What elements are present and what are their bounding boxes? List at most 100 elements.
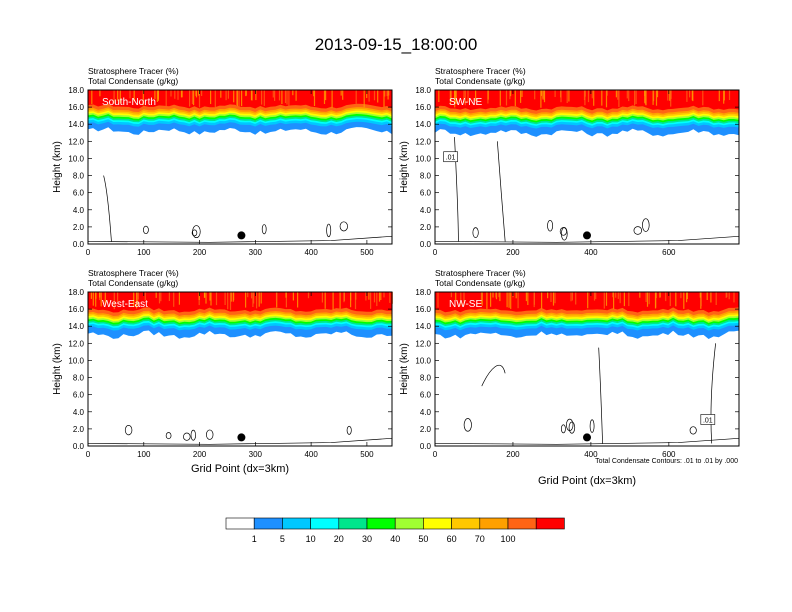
tracer-streak (455, 90, 457, 104)
tracer-streak (492, 292, 494, 298)
tracer-streak (495, 292, 498, 300)
colorbar-label: 70 (475, 534, 485, 544)
tracer-streak (136, 292, 138, 309)
tracer-streak (702, 90, 704, 106)
tracer-streak (618, 90, 620, 107)
tracer-streak (619, 292, 621, 304)
panel-title-line: Stratosphere Tracer (%) (435, 268, 526, 278)
tracer-streak (628, 90, 630, 102)
tracer-streak (480, 292, 482, 304)
tracer-streak (498, 292, 500, 298)
y-tick-label: 8.0 (73, 172, 85, 181)
contour-line (87, 235, 393, 243)
tracer-streak (201, 90, 203, 96)
panel-west-east: 0.0 2.0 4.0 6.0 8.0 10.0 12.0 14.0 16.0 18.0 0 100 2… (52, 268, 393, 475)
tracer-streak (274, 90, 276, 101)
tracer-streak (612, 292, 614, 298)
tracer-streak (718, 90, 720, 102)
contour-label: .01 (446, 155, 456, 162)
colorbar-label: 40 (390, 534, 400, 544)
tracer-streak (297, 292, 299, 308)
tracer-streak (129, 90, 131, 99)
tracer-streak (505, 90, 508, 106)
tracer-streak (281, 90, 283, 104)
tracer-streak (355, 90, 357, 104)
tracer-streak (615, 292, 617, 298)
panel-south-north: 0.0 2.0 4.0 6.0 8.0 10.0 12.0 14.0 16.0 18.0 0 100 2… (52, 66, 393, 257)
tracer-streak (255, 90, 257, 101)
contour-line (434, 235, 740, 243)
tracer-streak (591, 90, 593, 99)
tracer-streak (198, 90, 201, 108)
tracer-streak (170, 90, 172, 97)
tracer-streak (292, 292, 294, 301)
tracer-streak (113, 292, 115, 310)
panels-group: 0.0 2.0 4.0 6.0 8.0 10.0 12.0 14.0 16.0 18.0 0 100 2… (52, 66, 740, 487)
tracer-streak (137, 292, 139, 306)
tracer-streak (133, 90, 135, 102)
contour-line (87, 437, 393, 445)
contour-line (598, 347, 603, 444)
tracer-streak (323, 90, 326, 104)
tracer-streak (540, 90, 542, 108)
tracer-streak (595, 292, 597, 300)
panel-label: South-North (102, 97, 156, 108)
tracer-streak (236, 90, 238, 106)
tracer-streak (628, 292, 630, 307)
contour-line (434, 437, 740, 445)
tracer-streak (389, 292, 391, 303)
tracer-streak (635, 90, 637, 104)
tracer-streak (247, 292, 249, 298)
tracer-streak (680, 292, 682, 299)
tracer-streak (292, 90, 294, 96)
tracer-streak (178, 292, 180, 305)
tracer-streak (534, 90, 536, 100)
tracer-streak (117, 90, 119, 101)
tracer-streak (686, 292, 688, 300)
colorbar-box (535, 517, 565, 530)
tracer-streak (515, 292, 517, 299)
tracer-streak (388, 90, 390, 96)
tracer-streak (601, 90, 603, 106)
y-tick-label: 0.0 (420, 442, 432, 451)
x-axis-label: Grid Point (dx=3km) (191, 463, 289, 475)
tracer-streak (156, 90, 158, 102)
x-tick-label: 300 (249, 248, 263, 257)
tracer-streak (540, 90, 542, 96)
tracer-streak (645, 292, 647, 302)
plot-frame (87, 89, 393, 245)
tracer-streak (275, 292, 278, 301)
tracer-streak (165, 90, 167, 107)
colorbar-box (225, 517, 255, 530)
tracer-streak (251, 90, 253, 101)
tracer-streak (656, 90, 659, 98)
panel-title-line: Stratosphere Tracer (%) (88, 268, 179, 278)
y-tick-label: 12.0 (68, 137, 84, 146)
tracer-streak (373, 292, 376, 303)
y-tick-label: 6.0 (420, 189, 432, 198)
y-tick-label: 18.0 (415, 86, 431, 95)
tracer-streak (475, 90, 477, 102)
tracer-streak (354, 292, 357, 310)
contour-line (454, 137, 459, 242)
tracer-streak (261, 90, 263, 105)
tracer-streak (113, 90, 115, 104)
location-marker (583, 231, 591, 240)
tracer-streak (332, 292, 334, 310)
contour-loop (568, 421, 576, 434)
y-tick-label: 14.0 (68, 120, 84, 129)
tracer-streak (363, 90, 365, 108)
tracer-streak (686, 292, 688, 303)
tracer-streak (606, 90, 608, 96)
contour-loop (472, 227, 479, 238)
tracer-streak (699, 292, 701, 298)
contour-loop (560, 424, 566, 434)
colorbar-box (310, 517, 340, 530)
tracer-streak (644, 90, 646, 104)
tracer-streak (181, 90, 183, 98)
contour-loop (642, 218, 650, 232)
x-tick-label: 0 (86, 248, 91, 257)
contour-loop (124, 424, 133, 436)
tracer-streak (517, 292, 519, 309)
contour-loop (191, 229, 198, 237)
